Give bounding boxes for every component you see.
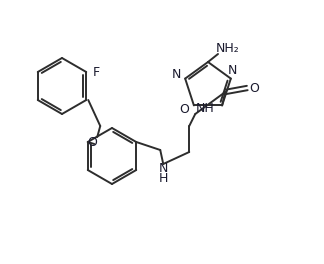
Text: NH₂: NH₂ <box>216 41 240 54</box>
Text: O: O <box>87 135 97 148</box>
Text: O: O <box>249 82 259 95</box>
Text: N: N <box>158 162 168 175</box>
Text: NH: NH <box>196 101 214 115</box>
Text: H: H <box>158 172 168 185</box>
Text: F: F <box>93 65 100 78</box>
Text: N: N <box>228 64 237 77</box>
Text: N: N <box>171 68 181 81</box>
Text: O: O <box>179 103 189 116</box>
